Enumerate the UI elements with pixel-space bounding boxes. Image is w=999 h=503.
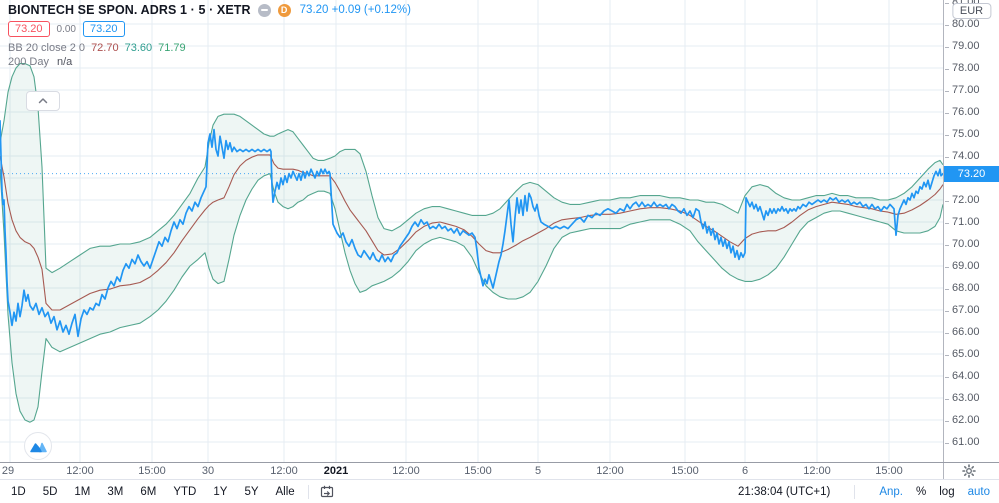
chart-plot-area[interactable]: BIONTECH SE SPON. ADRS 1 · 5 · XETR D 73…	[0, 0, 943, 462]
price-axis-label: 76.00	[945, 106, 980, 118]
range-buttons: 1D 5D 1M 3M 6M YTD 1Y 5Y Alle	[9, 485, 297, 499]
buy-price-button[interactable]: 73.20	[83, 21, 125, 37]
range-toolbar: 1D 5D 1M 3M 6M YTD 1Y 5Y Alle	[9, 484, 334, 499]
range-button-5d[interactable]: 5D	[42, 485, 58, 498]
bollinger-legend-row[interactable]: BB 20 close 2 0 72.70 73.60 71.79	[8, 42, 411, 54]
price-axis-label: 74.00	[945, 150, 980, 162]
gear-icon	[962, 464, 976, 478]
price-chart-svg	[0, 0, 943, 462]
log-scale-toggle[interactable]: log	[939, 485, 955, 498]
symbol-title[interactable]: BIONTECH SE SPON. ADRS 1 · 5 · XETR	[8, 3, 251, 17]
time-axis-label: 12:00	[392, 465, 420, 477]
price-axis-label: 64.00	[945, 370, 980, 382]
calendar-icon	[320, 485, 333, 498]
price-axis-label: 71.00	[945, 216, 980, 228]
time-axis-label: 30	[201, 465, 215, 477]
price-line-series[interactable]	[0, 119, 943, 338]
toolbar-divider	[854, 484, 856, 499]
ma-label: 200 Day	[8, 56, 49, 68]
percent-scale-toggle[interactable]: %	[916, 485, 927, 498]
range-button-1d[interactable]: 1D	[11, 485, 26, 498]
range-button-6m[interactable]: 6M	[140, 485, 157, 498]
range-button-alle[interactable]: Alle	[275, 485, 295, 498]
tradingview-logo-icon	[29, 442, 47, 452]
time-axis-label: 15:00	[464, 465, 492, 477]
time-axis-label: 12:00	[66, 465, 94, 477]
range-button-1m[interactable]: 1M	[74, 485, 91, 498]
time-axis-label: 6	[741, 465, 749, 477]
bollinger-upper-value: 73.60	[124, 42, 153, 54]
time-axis-label: 12:00	[596, 465, 624, 477]
currency-button[interactable]: EUR	[951, 3, 992, 19]
price-axis[interactable]: 81.0080.0079.0078.0077.0076.0075.0074.00…	[943, 0, 999, 462]
time-axis-label: 12:00	[270, 465, 298, 477]
bollinger-upper-line[interactable]	[0, 63, 943, 274]
bollinger-basis-line[interactable]	[0, 154, 943, 311]
delayed-data-d-icon[interactable]: D	[277, 3, 291, 17]
sell-price-button[interactable]: 73.20	[8, 21, 50, 37]
bollinger-lower-line[interactable]	[0, 169, 943, 423]
auto-scale-toggle[interactable]: auto	[967, 485, 990, 498]
tradingview-logo[interactable]	[24, 432, 52, 460]
time-axis-label: 15:00	[138, 465, 166, 477]
chart-settings-button[interactable]	[962, 464, 976, 478]
collapse-legend-button[interactable]	[26, 91, 60, 111]
time-axis-label: 12:00	[803, 465, 831, 477]
price-axis-label: 70.00	[945, 238, 980, 250]
price-axis-label: 68.00	[945, 282, 980, 294]
range-button-5y[interactable]: 5Y	[244, 485, 259, 498]
last-price-badge: 73.20	[944, 165, 999, 182]
scale-toolbar: 21:38:04 (UTC+1) Anp. % log auto	[737, 484, 990, 499]
price-axis-label: 80.00	[945, 18, 980, 30]
adjust-toggle[interactable]: Anp.	[879, 485, 904, 498]
bottom-toolbar: 1D 5D 1M 3M 6M YTD 1Y 5Y Alle 21:38:04 (UTC+1) A…	[0, 479, 999, 503]
price-axis-label: 63.00	[945, 392, 980, 404]
range-button-3m[interactable]: 3M	[107, 485, 124, 498]
ma-legend-row[interactable]: 200 Day n/a	[8, 56, 411, 68]
price-axis-label: 72.00	[945, 194, 980, 206]
price-axis-label: 66.00	[945, 326, 980, 338]
axis-corner-divider	[943, 463, 944, 480]
bid-ask-row: 73.20 0.00 73.20	[8, 21, 411, 37]
price-axis-label: 62.00	[945, 414, 980, 426]
range-button-1y[interactable]: 1Y	[213, 485, 228, 498]
time-axis-label: 5	[534, 465, 542, 477]
last-quote: 73.20 +0.09 (+0.12%)	[299, 4, 411, 16]
session-clock[interactable]: 21:38:04 (UTC+1)	[737, 485, 831, 498]
bollinger-lower-value: 71.79	[158, 42, 186, 54]
hide-series-minus-icon[interactable]	[257, 3, 271, 17]
price-axis-label: 79.00	[945, 40, 980, 52]
price-axis-label: 61.00	[945, 436, 980, 448]
chevron-up-icon	[38, 98, 48, 104]
goto-date-button[interactable]	[320, 485, 334, 498]
time-axis[interactable]: 29 12:00 15:00 30 12:00 2021 12:00 15:00 5 12:00 1…	[0, 462, 999, 480]
time-axis-label: 15:00	[875, 465, 903, 477]
bollinger-label: BB 20 close 2 0	[8, 42, 86, 54]
spread-value: 0.00	[56, 23, 76, 35]
time-axis-label: 29	[1, 465, 15, 477]
time-axis-label: 2021	[323, 465, 349, 477]
price-axis-label: 75.00	[945, 128, 980, 140]
bollinger-basis-value: 72.70	[91, 42, 119, 54]
time-axis-label: 15:00	[671, 465, 699, 477]
range-button-ytd[interactable]: YTD	[173, 485, 197, 498]
toolbar-divider	[307, 484, 309, 499]
symbol-row: BIONTECH SE SPON. ADRS 1 · 5 · XETR D 73…	[8, 3, 411, 17]
price-axis-label: 65.00	[945, 348, 980, 360]
price-axis-label: 69.00	[945, 260, 980, 272]
price-axis-label: 78.00	[945, 62, 980, 74]
ma-value: n/a	[56, 56, 73, 68]
price-axis-label: 77.00	[945, 84, 980, 96]
bollinger-band-fill	[0, 63, 943, 423]
chart-legend: BIONTECH SE SPON. ADRS 1 · 5 · XETR D 73…	[8, 3, 411, 68]
price-axis-label: 67.00	[945, 304, 980, 316]
